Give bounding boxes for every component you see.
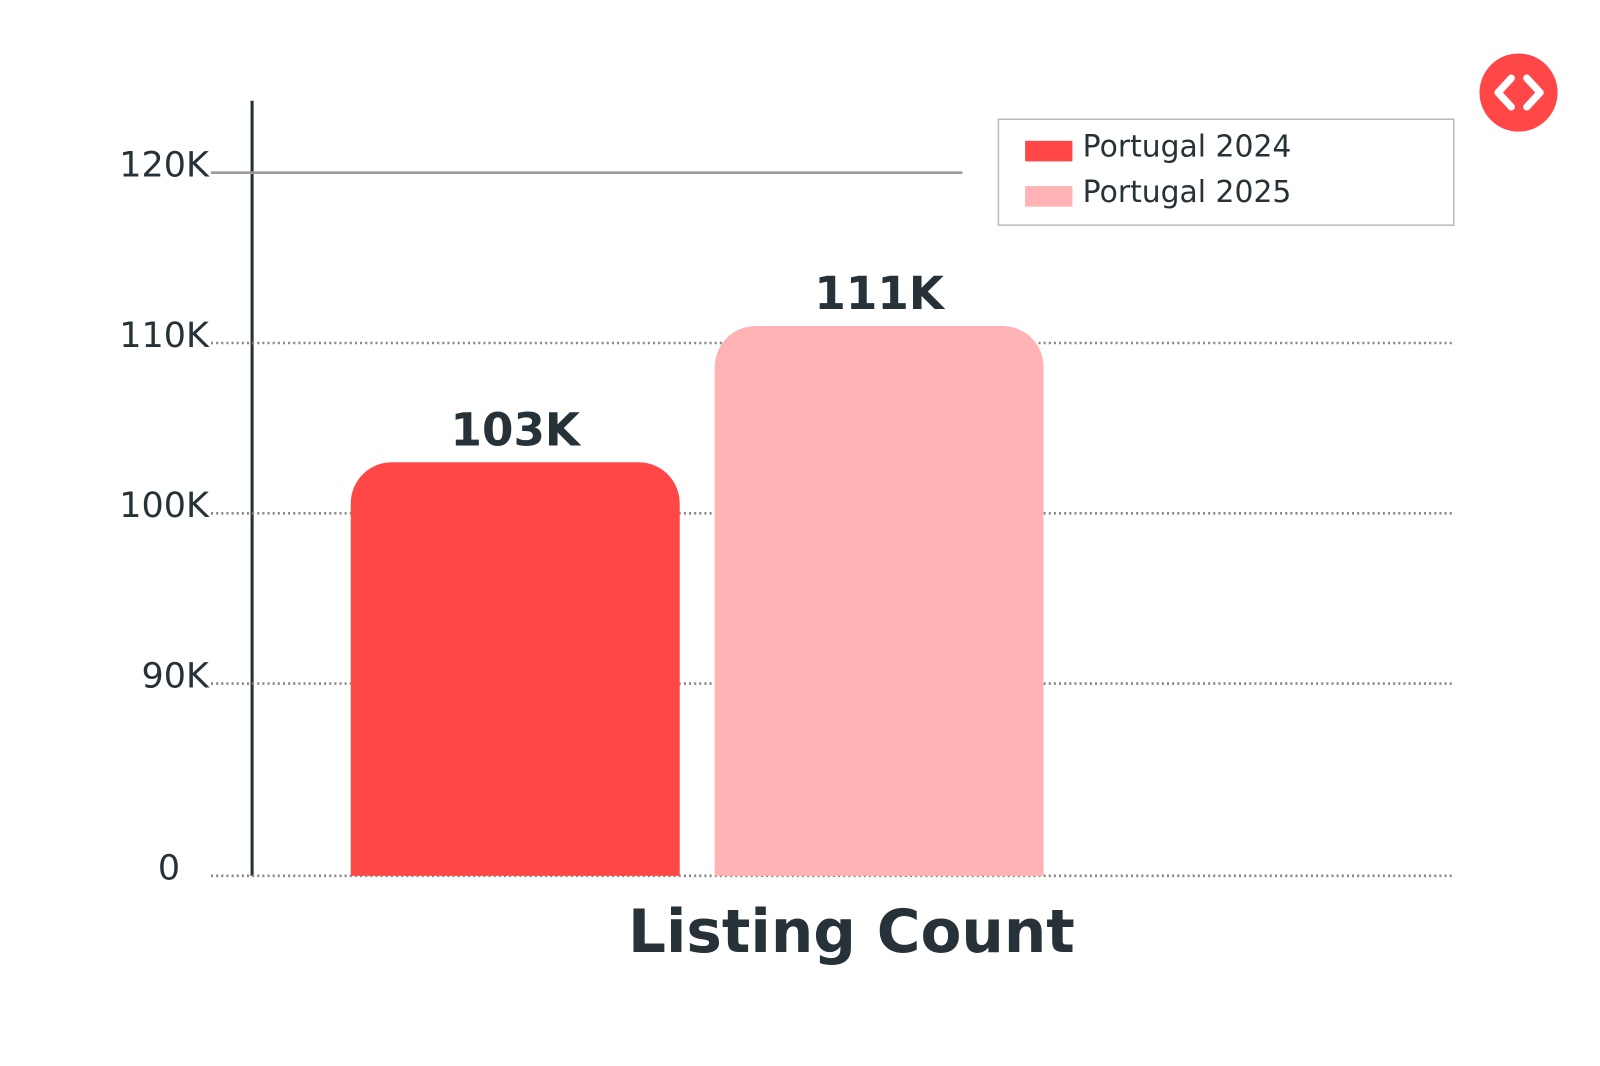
y-tick-label: 120K xyxy=(119,146,210,186)
y-tick-label: 0 xyxy=(158,849,180,889)
bar xyxy=(350,462,680,876)
y-tick-label: 110K xyxy=(119,316,210,356)
icon-circle[interactable] xyxy=(1479,53,1558,132)
legend-label: Portugal 2025 xyxy=(1083,175,1292,210)
legend-swatch xyxy=(1025,186,1073,207)
icon-chevrons[interactable] xyxy=(1494,74,1544,111)
value-label: 111K xyxy=(814,267,945,320)
embed-icon[interactable] xyxy=(1479,53,1558,132)
legend: Portugal 2024 Portugal 2025 xyxy=(997,118,1455,226)
y-tick-label: 90K xyxy=(142,656,210,696)
legend-box xyxy=(997,118,1455,226)
bar xyxy=(714,325,1044,876)
legend-label: Portugal 2024 xyxy=(1083,130,1292,165)
value-label: 103K xyxy=(451,403,582,456)
legend-swatch xyxy=(1025,140,1073,162)
y-tick-label: 100K xyxy=(119,486,210,526)
x-tick-label: Listing Count xyxy=(628,898,1075,967)
